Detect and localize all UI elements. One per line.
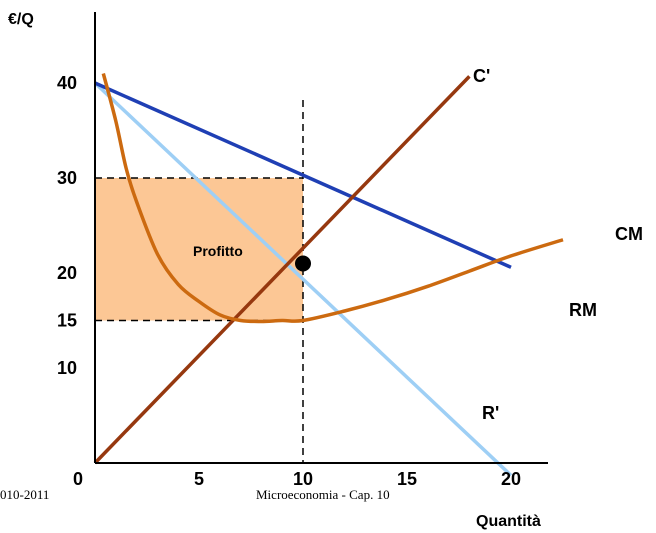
y-tick-label: 20 — [57, 263, 77, 283]
x-axis-label: Quantità — [476, 513, 541, 530]
series-line-r — [93, 81, 513, 477]
x-tick-label: 15 — [397, 469, 417, 489]
series-label-rm: RM — [569, 300, 597, 320]
y-tick-label: 15 — [57, 311, 77, 331]
y-tick-label: 10 — [57, 358, 77, 378]
series-line-cm — [101, 73, 564, 324]
series-line-c — [93, 75, 471, 465]
optimum-point — [295, 255, 311, 272]
series-label-cm: CM — [615, 224, 643, 244]
series-layer — [93, 73, 564, 477]
profit-label: Profitto — [193, 243, 243, 259]
footer-left: 010-2011 — [0, 487, 49, 502]
y-tick-label: 30 — [57, 168, 77, 188]
series-line-rm — [94, 81, 512, 269]
y-axis-label: €/Q — [8, 11, 34, 28]
y-tick-label: 40 — [57, 73, 77, 93]
x-tick-label: 5 — [194, 469, 204, 489]
profit-area — [95, 178, 303, 321]
series-label-r: R' — [482, 403, 499, 423]
series-label-c: C' — [473, 66, 490, 86]
x-tick-label: 20 — [501, 469, 521, 489]
x-tick-label: 10 — [293, 469, 313, 489]
tick-labels: 0 5 10 15 20 10 15 20 30 40 — [57, 73, 521, 489]
x-tick-label: 0 — [73, 469, 83, 489]
footer-center: Microeconomia - Cap. 10 — [256, 487, 390, 502]
